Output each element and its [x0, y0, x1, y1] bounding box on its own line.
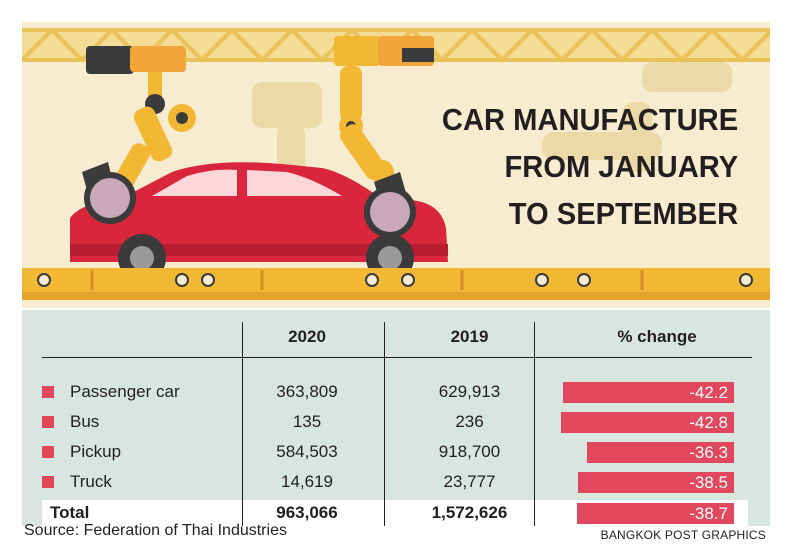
table-row: Truck 14,619 23,777 -38.5	[22, 467, 770, 497]
title-line-3: TO SEPTEMBER	[508, 196, 738, 231]
pct-change-bar: -36.3	[586, 442, 734, 463]
value-2020: 14,619	[281, 472, 333, 491]
total-2020: 963,066	[276, 503, 338, 522]
pct-change-bar: -38.5	[578, 472, 734, 493]
table-row: Bus 135 236 -42.8	[22, 407, 770, 437]
source-note: Source: Federation of Thai Industries	[24, 522, 287, 539]
value-2020: 135	[292, 412, 322, 431]
header-2020: 2020	[288, 327, 326, 346]
total-label: Total	[50, 503, 90, 522]
infographic: CAR MANUFACTURE FROM JANUARY TO SEPTEMBE…	[22, 22, 770, 530]
value-2019: 236	[455, 412, 484, 431]
row-label: Passenger car	[70, 382, 180, 401]
column-divider-3	[534, 322, 535, 526]
value-2019: 629,913	[438, 382, 501, 401]
value-2019: 23,777	[443, 472, 496, 491]
legend-swatch	[42, 386, 54, 398]
value-2019: 918,700	[438, 442, 501, 461]
legend-swatch	[42, 476, 54, 488]
column-divider-2	[384, 322, 385, 526]
pct-change-bar: -42.2	[563, 382, 734, 403]
credit-note: BANGKOK POST GRAPHICS	[600, 528, 766, 542]
row-label: Pickup	[70, 442, 122, 461]
pct-change-bar: -42.8	[560, 412, 734, 433]
pct-change-bar-total: -38.7	[577, 503, 734, 524]
column-divider-1	[242, 322, 243, 526]
row-label: Bus	[70, 412, 100, 431]
table-total-row: Total 963,066 1,572,626 -38.7	[22, 498, 770, 528]
factory-illustration	[22, 27, 770, 300]
row-label: Truck	[70, 472, 112, 491]
legend-swatch	[42, 416, 54, 428]
value-2020: 584,503	[276, 442, 338, 461]
illustration-banner: CAR MANUFACTURE FROM JANUARY TO SEPTEMBE…	[22, 22, 770, 308]
chart-title: CAR MANUFACTURE FROM JANUARY TO SEPTEMBE…	[442, 96, 738, 237]
title-line-2: FROM JANUARY	[504, 149, 738, 184]
header-2019: 2019	[450, 327, 489, 346]
total-2019: 1,572,626	[431, 503, 508, 522]
legend-swatch	[42, 446, 54, 458]
table-row: Passenger car 363,809 629,913 -42.2	[22, 377, 770, 407]
header-pct-change: % change	[617, 327, 697, 346]
header-divider	[42, 357, 752, 358]
title-line-1: CAR MANUFACTURE	[441, 102, 738, 137]
data-table: 2020 2019 % change Passenger car 363,809…	[22, 310, 770, 526]
table-header-row: 2020 2019 % change	[22, 322, 770, 352]
value-2020: 363,809	[276, 382, 338, 401]
table-row: Pickup 584,503 918,700 -36.3	[22, 437, 770, 467]
